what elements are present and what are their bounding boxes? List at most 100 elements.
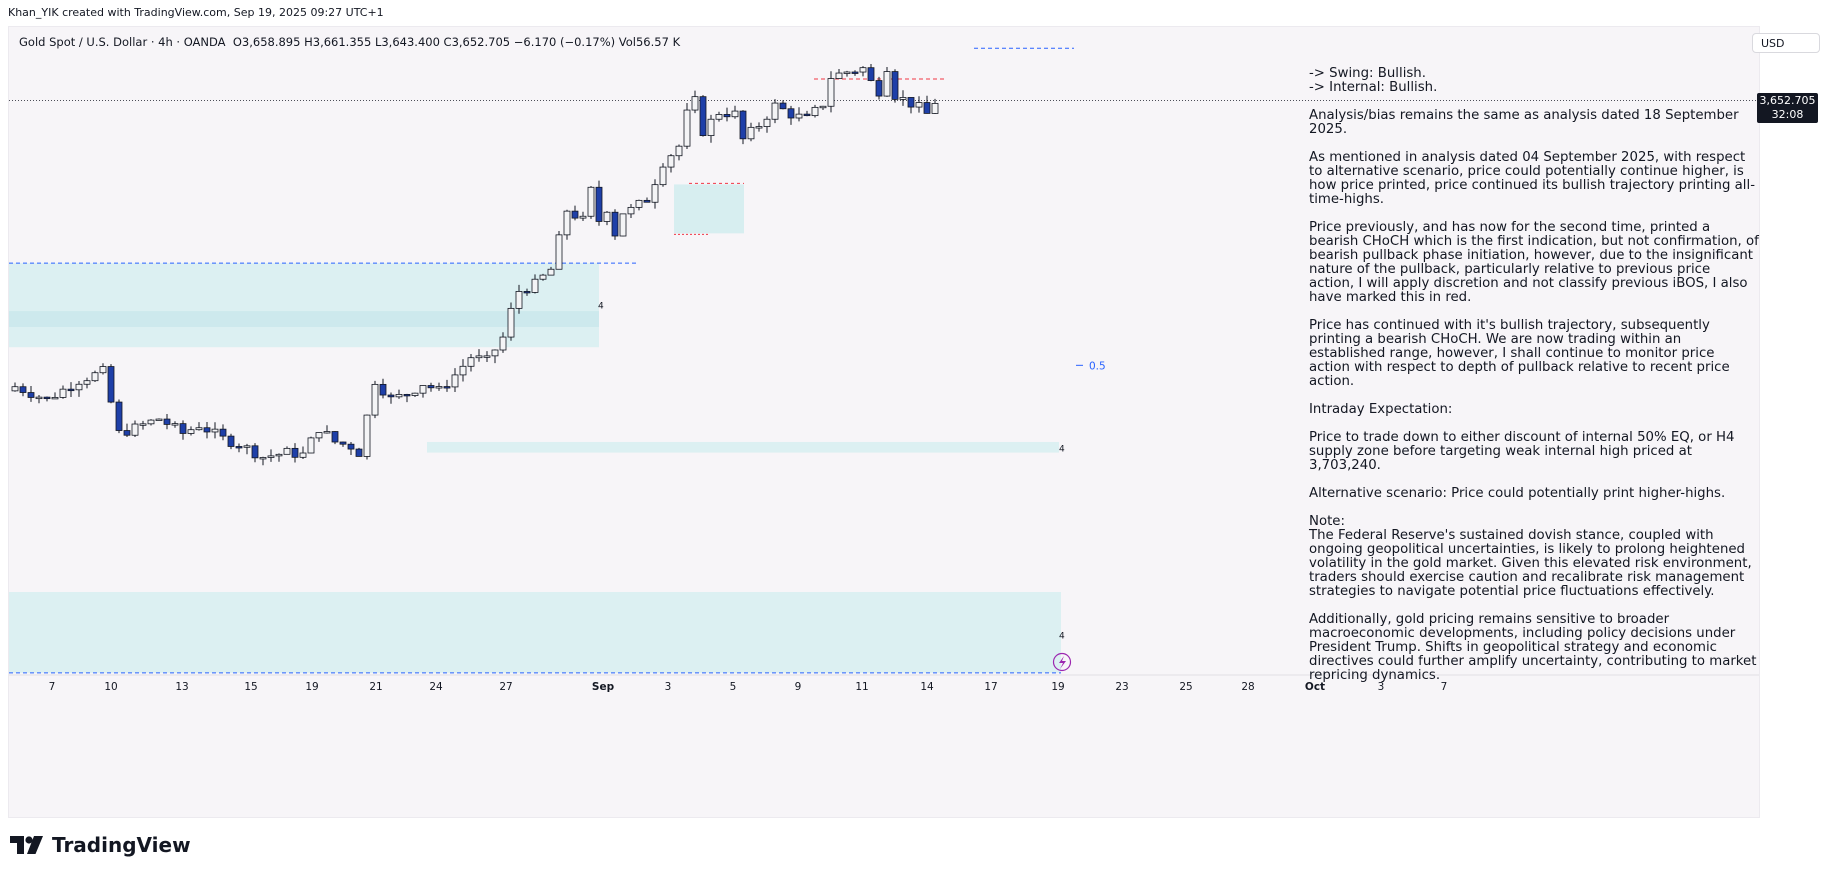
candle-body [251, 445, 259, 459]
candle-body [731, 110, 739, 118]
candle-body [427, 385, 435, 389]
analysis-paragraph-3: Price previously, and has now for the se… [1309, 220, 1759, 305]
additional-text: Additionally, gold pricing remains sensi… [1309, 612, 1757, 683]
candle-body [707, 118, 715, 137]
candle-body [155, 418, 163, 421]
intraday-expectation: Price to trade down to either discount o… [1309, 430, 1735, 473]
candle-body [243, 445, 251, 448]
candle-body [547, 268, 555, 276]
candle-body [851, 71, 859, 74]
candle-body [443, 386, 451, 389]
analysis-paragraph-1: Analysis/bias remains the same as analys… [1309, 108, 1739, 137]
candle-body [307, 437, 315, 454]
candle-body [907, 97, 915, 108]
candle-body [43, 396, 51, 400]
candle-body [611, 211, 619, 237]
x-tick-label: 17 [984, 681, 997, 693]
candle-body [595, 186, 603, 222]
candle-body [27, 392, 35, 398]
candle-body [211, 428, 219, 433]
candle-body [187, 429, 195, 434]
candle-body [291, 447, 299, 458]
x-tick-label: 23 [1115, 681, 1128, 693]
candle-body [779, 102, 787, 110]
flash-icon-bolt [1059, 656, 1066, 669]
candle-body [35, 396, 43, 400]
candle-body [635, 199, 643, 208]
candle-body [395, 394, 403, 398]
internal-bias: -> Internal: Bullish. [1309, 80, 1438, 95]
candle-body [683, 109, 691, 147]
eq-label: 0.5 [1089, 360, 1106, 372]
candle-body [115, 401, 123, 431]
demand-zone-mid [427, 441, 1059, 453]
demand-zone-inner [9, 311, 599, 328]
candle-body [139, 423, 147, 426]
candle-body [523, 291, 531, 294]
candle-body [803, 113, 811, 117]
candle-body [315, 432, 323, 439]
close-value: C3,652.705 [443, 35, 511, 49]
analysis-text: -> Swing: Bullish. -> Internal: Bullish.… [1309, 67, 1759, 697]
candle-body [691, 96, 699, 111]
candle-body [787, 108, 795, 119]
note-text: The Federal Reserve's sustained dovish s… [1309, 528, 1752, 599]
x-tick-label: 10 [104, 681, 117, 693]
candle-body [267, 455, 275, 458]
symbol-name[interactable]: Gold Spot / U.S. Dollar · 4h · OANDA [19, 35, 226, 49]
candle-body [235, 446, 243, 449]
x-tick-label: 7 [49, 681, 56, 693]
swing-bias: -> Swing: Bullish. [1309, 66, 1426, 81]
candle-body [899, 97, 907, 100]
candle-body [723, 114, 731, 118]
candle-body [771, 102, 779, 120]
candle-body [419, 385, 427, 394]
candle-body [763, 118, 771, 127]
candle-body [363, 414, 371, 457]
x-tick-label: Sep [592, 681, 615, 693]
flash-icon [1052, 652, 1072, 672]
candle-body [51, 397, 59, 400]
candle-body [859, 67, 867, 73]
x-tick-label: Oct [1305, 681, 1325, 693]
candle-body [403, 394, 411, 397]
price-chart[interactable]: 3,675.0003,650.0003,625.0003,600.0003,57… [9, 27, 1759, 817]
candle-body [299, 452, 307, 458]
chart-credit: Khan_YIK created with TradingView.com, S… [8, 6, 384, 19]
candle-body [259, 457, 267, 460]
candle-body [59, 388, 67, 398]
x-tick-label: 25 [1179, 681, 1192, 693]
candle-body [915, 102, 923, 108]
candle-body [579, 215, 587, 219]
tradingview-logo[interactable]: TradingView [10, 833, 191, 857]
candle-body [923, 102, 931, 114]
x-tick-label: 7 [1441, 681, 1448, 693]
candle-body [483, 355, 491, 358]
zone-label: 4 [598, 302, 604, 312]
candle-body [131, 423, 139, 436]
candle-body [163, 418, 171, 425]
candle-body [331, 431, 339, 443]
candle-body [739, 110, 747, 140]
candle-body [563, 210, 571, 236]
candle-body [195, 427, 203, 431]
candle-body [275, 453, 283, 457]
currency-selector[interactable]: USD [1752, 33, 1820, 53]
candle-body [339, 441, 347, 445]
candle-body [539, 274, 547, 280]
candle-body [83, 380, 91, 385]
candle-body [499, 336, 507, 351]
low-value: L3,643.400 [374, 35, 440, 49]
x-tick-label: 13 [175, 681, 188, 693]
x-tick-label: 11 [855, 681, 868, 693]
change-value: −6.170 (−0.17%) [513, 35, 616, 49]
candle-body [67, 388, 75, 392]
chart-panel[interactable]: 3,675.0003,650.0003,625.0003,600.0003,57… [8, 26, 1760, 818]
volume-value: Vol56.57 K [618, 35, 681, 49]
candle-body [891, 71, 899, 100]
candle-body [91, 372, 99, 382]
candle-body [619, 213, 627, 237]
candle-body [747, 126, 755, 140]
candle-body [347, 443, 355, 450]
candle-body [323, 431, 331, 434]
